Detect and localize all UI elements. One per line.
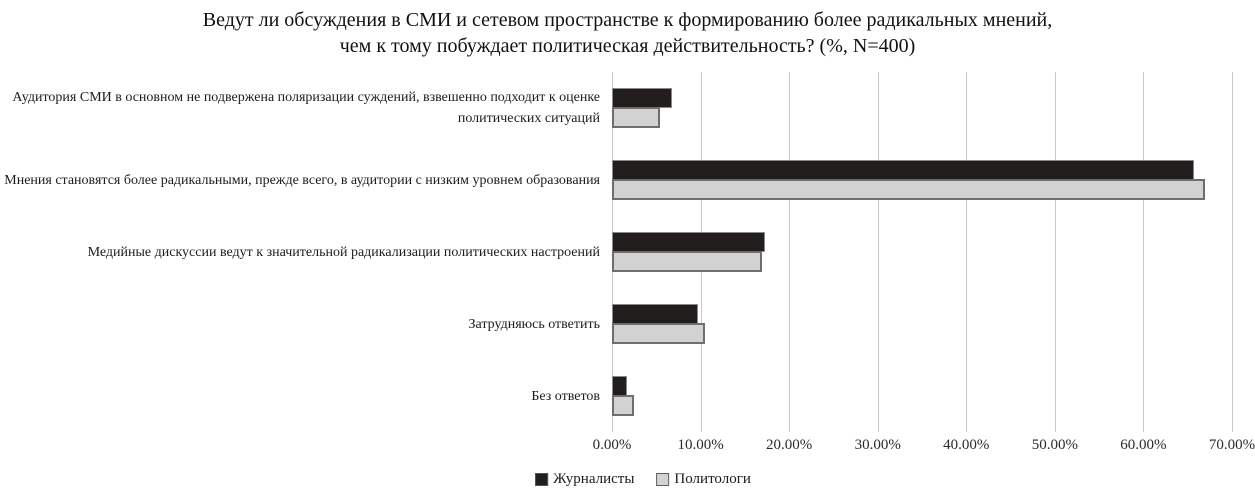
gridline xyxy=(1054,72,1056,432)
category-label: Мнения становятся более радикальными, пр… xyxy=(4,172,600,188)
bar-rows: Аудитория СМИ в основном не подвержена п… xyxy=(0,72,1255,432)
bar-journalists xyxy=(612,232,765,252)
legend-swatch-icon xyxy=(535,473,549,486)
x-tick-label: 10.00% xyxy=(677,437,724,453)
category-label: Затрудняюсь ответить xyxy=(468,316,601,332)
bar-pair xyxy=(612,232,765,272)
legend-swatch-icon xyxy=(656,473,670,486)
x-tick-label: 60.00% xyxy=(1120,437,1167,453)
x-tick-label: 20.00% xyxy=(766,437,813,453)
x-axis: 0.00% 10.00% 20.00% 30.00% 40.00% 50.00% 60.00… xyxy=(593,432,1255,456)
chart-title-line-2: чем к тому побуждает политическая действ… xyxy=(339,35,916,57)
category-label: Без ответов xyxy=(531,388,600,404)
category-row: Аудитория СМИ в основном не подвержена п… xyxy=(0,72,1255,144)
bar-politologists xyxy=(612,323,705,344)
bar-pair xyxy=(612,88,672,128)
bar-journalists xyxy=(612,304,699,324)
bar-politologists xyxy=(612,251,763,272)
category-label: Аудитория СМИ в основном не подвержена п… xyxy=(12,90,600,126)
bar-journalists xyxy=(612,160,1195,180)
legend-item-politologists: Политологи xyxy=(656,471,751,488)
bar-pair xyxy=(612,160,1205,200)
gridline xyxy=(966,72,968,432)
bar-pair xyxy=(612,304,705,344)
x-tick-label: 70.00% xyxy=(1208,437,1255,453)
legend: Журналисты Политологи xyxy=(535,471,751,488)
category-label: Медийные дискуссии ведут к значительной … xyxy=(87,244,600,260)
x-tick-label: 40.00% xyxy=(943,437,990,453)
category-row: Мнения становятся более радикальными, пр… xyxy=(0,144,1255,216)
bar-pair xyxy=(612,376,634,416)
legend-label: Журналисты xyxy=(553,471,635,487)
gridline xyxy=(789,72,791,432)
x-tick-label: 50.00% xyxy=(1031,437,1078,453)
category-row: Медийные дискуссии ведут к значительной … xyxy=(0,216,1255,288)
gridline xyxy=(1143,72,1145,432)
chart-title: Ведут ли обсуждения в СМИ и сетевом прос… xyxy=(0,0,1255,59)
legend-label: Политологи xyxy=(674,471,751,487)
bar-politologists xyxy=(612,107,661,128)
bar-journalists xyxy=(612,376,628,396)
gridline xyxy=(1232,72,1233,432)
bar-journalists xyxy=(612,88,672,108)
x-tick-label: 0.00% xyxy=(592,437,632,453)
category-row: Без ответов xyxy=(0,360,1255,432)
chart-title-line-1: Ведут ли обсуждения в СМИ и сетевом прос… xyxy=(202,9,1053,31)
bar-politologists xyxy=(612,395,634,416)
plot-area: Аудитория СМИ в основном не подвержена п… xyxy=(0,72,1255,432)
gridline xyxy=(877,72,879,432)
bar-politologists xyxy=(612,179,1205,200)
legend-item-journalists: Журналисты xyxy=(535,471,634,488)
category-row: Затрудняюсь ответить xyxy=(0,288,1255,360)
x-tick-label: 30.00% xyxy=(854,437,901,453)
